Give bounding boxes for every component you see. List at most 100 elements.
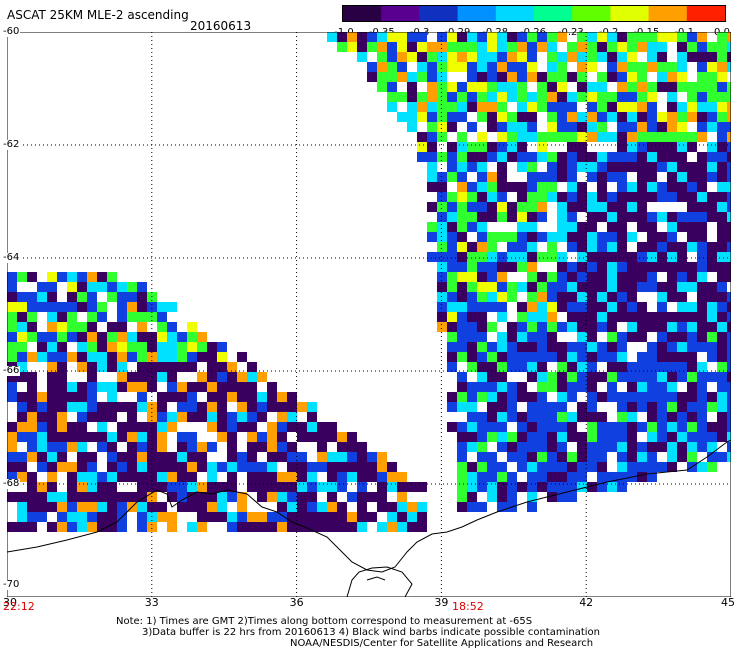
swath-cell: [727, 142, 731, 152]
swath-cell: [547, 82, 557, 92]
swath-cell: [77, 332, 87, 342]
swath-cell: [647, 382, 657, 392]
swath-cell: [417, 102, 427, 112]
swath-cell: [307, 462, 317, 472]
swath-cell: [507, 352, 517, 362]
swath-cell: [637, 162, 647, 172]
swath-cell: [617, 122, 627, 132]
swath-cell: [337, 502, 347, 512]
swath-cell: [497, 152, 507, 162]
swath-cell: [557, 282, 567, 292]
swath-cell: [177, 382, 187, 392]
swath-cell: [697, 62, 707, 72]
swath-cell: [437, 32, 447, 42]
swath-cell: [647, 122, 657, 132]
swath-cell: [597, 52, 607, 62]
swath-cell: [137, 522, 147, 532]
swath-cell: [607, 482, 617, 492]
swath-cell: [447, 352, 457, 362]
swath-cell: [727, 322, 731, 332]
swath-cell: [457, 452, 467, 462]
swath-cell: [297, 502, 307, 512]
swath-cell: [107, 342, 117, 352]
swath-cell: [707, 92, 717, 102]
swath-cell: [387, 502, 397, 512]
swath-cell: [97, 352, 107, 362]
swath-cell: [267, 492, 277, 502]
swath-cell: [277, 432, 287, 442]
swath-cell: [617, 422, 627, 432]
swath-cell: [507, 62, 517, 72]
swath-cell: [547, 102, 557, 112]
swath-cell: [617, 452, 627, 462]
swath-cell: [217, 352, 227, 362]
swath-cell: [727, 222, 731, 232]
swath-cell: [317, 422, 327, 432]
swath-cell: [517, 302, 527, 312]
swath-cell: [637, 372, 647, 382]
swath-cell: [697, 362, 707, 372]
swath-cell: [647, 342, 657, 352]
swath-cell: [337, 512, 347, 522]
swath-cell: [717, 212, 727, 222]
swath-cell: [527, 332, 537, 342]
swath-cell: [207, 412, 217, 422]
swath-cell: [707, 172, 717, 182]
swath-cell: [697, 332, 707, 342]
swath-cell: [127, 382, 137, 392]
swath-cell: [427, 222, 437, 232]
swath-cell: [677, 362, 687, 372]
swath-cell: [427, 112, 437, 122]
swath-cell: [157, 302, 167, 312]
swath-cell: [517, 312, 527, 322]
swath-cell: [427, 232, 437, 242]
swath-cell: [497, 232, 507, 242]
swath-cell: [427, 122, 437, 132]
swath-cell: [647, 462, 657, 472]
swath-cell: [687, 162, 697, 172]
swath-cell: [537, 172, 547, 182]
swath-cell: [617, 172, 627, 182]
swath-cell: [557, 162, 567, 172]
swath-cell: [647, 442, 657, 452]
swath-cell: [707, 142, 717, 152]
swath-cell: [407, 112, 417, 122]
swath-cell: [677, 192, 687, 202]
swath-cell: [697, 372, 707, 382]
swath-cell: [697, 172, 707, 182]
swath-cell: [27, 482, 37, 492]
swath-cell: [337, 522, 347, 532]
swath-cell: [467, 72, 477, 82]
swath-cell: [587, 152, 597, 162]
swath-cell: [137, 362, 147, 372]
swath-cell: [607, 252, 617, 262]
swath-cell: [687, 202, 697, 212]
swath-cell: [227, 362, 237, 372]
swath-cell: [147, 522, 157, 532]
swath-cell: [527, 172, 537, 182]
swath-cell: [547, 182, 557, 192]
swath-cell: [637, 192, 647, 202]
swath-cell: [387, 462, 397, 472]
swath-cell: [627, 192, 637, 202]
swath-cell: [47, 472, 57, 482]
swath-cell: [177, 362, 187, 372]
swath-cell: [507, 322, 517, 332]
swath-cell: [117, 362, 127, 372]
swath-cell: [357, 442, 367, 452]
swath-cell: [477, 242, 487, 252]
swath-cell: [177, 432, 187, 442]
swath-cell: [727, 382, 731, 392]
swath-cell: [97, 362, 107, 372]
colorbar-segment: [495, 6, 535, 21]
swath-cell: [287, 422, 297, 432]
swath-cell: [657, 362, 667, 372]
swath-cell: [167, 302, 177, 312]
swath-cell: [67, 382, 77, 392]
swath-cell: [457, 262, 467, 272]
swath-cell: [27, 452, 37, 462]
swath-cell: [107, 322, 117, 332]
swath-cell: [487, 302, 497, 312]
swath-cell: [157, 362, 167, 372]
swath-cell: [467, 472, 477, 482]
